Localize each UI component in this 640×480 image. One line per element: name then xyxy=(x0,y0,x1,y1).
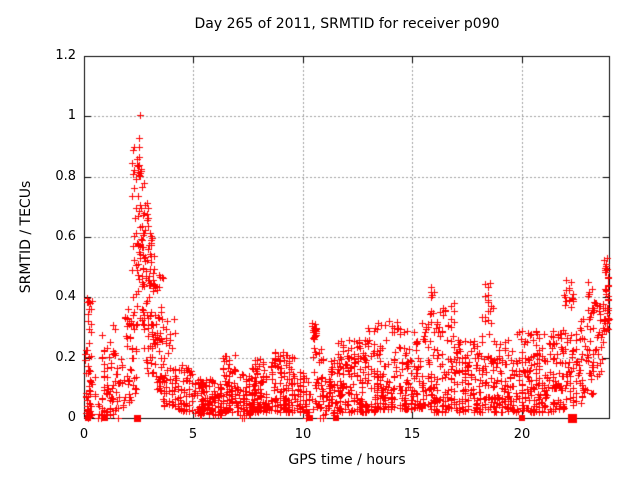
y-tick-label: 1.2 xyxy=(55,48,76,63)
y-tick-label: 0.2 xyxy=(55,350,76,365)
y-tick-label: 0 xyxy=(67,410,76,425)
x-tick-label: 15 xyxy=(403,427,421,442)
y-tick-label: 0.4 xyxy=(55,289,76,304)
y-tick-label: 0.6 xyxy=(55,229,76,244)
x-tick-label: 20 xyxy=(513,427,531,442)
y-tick-label: 1 xyxy=(67,108,76,123)
x-axis-label: GPS time / hours xyxy=(288,452,406,468)
x-tick-label: 10 xyxy=(294,427,312,442)
x-tick-label: 0 xyxy=(79,427,89,442)
x-tick-label: 5 xyxy=(188,427,198,442)
chart-title: Day 265 of 2011, SRMTID for receiver p09… xyxy=(194,16,500,32)
y-tick-label: 0.8 xyxy=(55,169,76,184)
